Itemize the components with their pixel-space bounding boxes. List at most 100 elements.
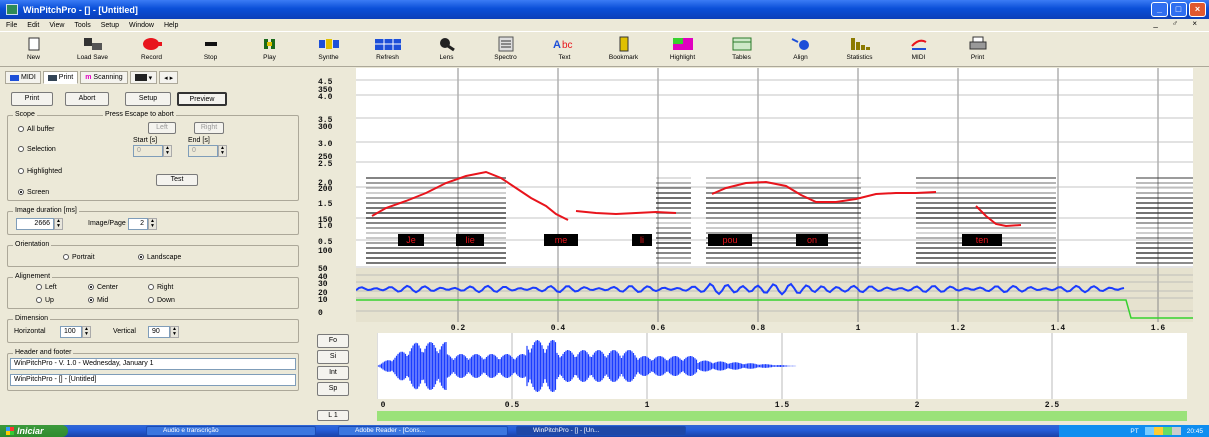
menu-window[interactable]: Window (129, 21, 154, 29)
y-axis-label: 30 (318, 280, 328, 289)
pitch-plot[interactable]: Je Iie me li pou on ten (356, 68, 1193, 322)
radio-label: Highlighted (27, 168, 63, 175)
selection-radio[interactable]: Selection (18, 146, 56, 153)
highlighted-radio[interactable]: Highlighted (18, 168, 62, 175)
radio-label: Mid (97, 297, 109, 304)
language-indicator[interactable]: PT (1130, 427, 1139, 435)
menu-help[interactable]: Help (163, 21, 179, 29)
align-mid-radio[interactable]: Mid (88, 297, 108, 304)
image-per-page-field[interactable]: 2 (128, 218, 148, 230)
horizontal-field[interactable]: 100 (60, 326, 82, 338)
y-axis-label: 3.5 (318, 116, 333, 125)
si-button[interactable]: Si (317, 350, 349, 364)
fo-button[interactable]: Fo (317, 334, 349, 348)
syllable-box[interactable] (632, 234, 652, 246)
toolbar-stop-button[interactable]: Stop (181, 32, 240, 67)
toolbar-label: MIDI (911, 54, 926, 61)
syllable-box[interactable] (544, 234, 578, 246)
toolbar-tables-button[interactable]: Tables (712, 32, 771, 67)
syllable-box[interactable] (398, 234, 424, 246)
tab-midi[interactable]: MIDI (5, 71, 41, 84)
image-duration-stepper[interactable]: ▲ ▼ (54, 218, 63, 230)
image-per-page-stepper[interactable]: ▲ ▼ (148, 218, 157, 230)
tab-print[interactable]: Print (42, 71, 79, 84)
toolbar-record-button[interactable]: Record (122, 32, 181, 67)
menu-edit[interactable]: Edit (27, 21, 40, 29)
toolbar-play-button[interactable]: Play (240, 32, 299, 67)
toolbar-highlight-button[interactable]: Highlight (653, 32, 712, 67)
start-stepper[interactable]: ▲ ▼ (163, 145, 172, 157)
minimize-button[interactable]: _ (1151, 2, 1168, 17)
toolbar-midi-button[interactable]: MIDI (889, 32, 948, 67)
align-up-radio[interactable]: Up (36, 297, 54, 304)
start-field[interactable]: 0 (133, 145, 163, 157)
syllable-box[interactable] (796, 234, 828, 246)
vertical-scrollbar[interactable] (1196, 68, 1206, 330)
vertical-field[interactable]: 90 (148, 326, 170, 338)
toolbar-statistics-button[interactable]: Statistics (830, 32, 889, 67)
toolbar-print-button[interactable]: Print (948, 32, 1007, 67)
syllable-box[interactable] (708, 234, 752, 246)
menu-tools[interactable]: Tools (74, 21, 91, 29)
int-button[interactable]: Int (317, 366, 349, 380)
menu-file[interactable]: File (6, 21, 18, 29)
test-button[interactable]: Test (156, 174, 198, 186)
screen-radio[interactable]: Screen (18, 189, 49, 196)
mdi-controls[interactable]: _ ♂ × (1153, 19, 1203, 28)
left-button[interactable]: Left (148, 122, 176, 134)
menu-setup[interactable]: Setup (100, 21, 120, 29)
tab-overflow-dropdown[interactable]: ▾ (129, 71, 158, 84)
task-winpitchpro[interactable]: WinPitchPro - [] - [Un... (516, 426, 686, 436)
horizontal-stepper[interactable]: ▲ ▼ (82, 326, 91, 338)
toolbar-synthe-button[interactable]: Synthe (299, 32, 358, 67)
pitch-curve (575, 210, 677, 216)
sp-button[interactable]: Sp (317, 382, 349, 396)
portrait-radio[interactable]: Portrait (63, 254, 95, 261)
syllable-box[interactable] (962, 234, 1002, 246)
waveform-view[interactable] (377, 333, 1187, 399)
align-down-radio[interactable]: Down (148, 297, 175, 304)
layer-button[interactable]: L 1 (317, 410, 349, 421)
waveform-x-axis-svg: 0 0.5 1 1.5 2 2.5 (381, 401, 1060, 410)
align-left-radio[interactable]: Left (36, 284, 57, 291)
abort-button[interactable]: Abort (65, 92, 109, 106)
syllable-box[interactable] (456, 234, 484, 246)
preview-button[interactable]: Preview (177, 92, 227, 106)
toolbar-refresh-button[interactable]: Refresh (358, 32, 417, 67)
vertical-stepper[interactable]: ▲ ▼ (170, 326, 179, 338)
y-axis-label: 20 (318, 289, 328, 298)
windows-logo-icon (6, 427, 14, 435)
landscape-radio[interactable]: Landscape (138, 254, 181, 261)
header-field[interactable]: WinPitchPro - V. 1.0 - Wednesday, Januar… (10, 358, 296, 370)
toolbar-new-button[interactable]: New (4, 32, 63, 67)
align-center-radio[interactable]: Center (88, 284, 118, 291)
tab-scanning[interactable]: m Scanning (80, 71, 128, 84)
print-button[interactable]: Print (11, 92, 53, 106)
end-stepper[interactable]: ▲ ▼ (218, 145, 227, 157)
tables-icon (732, 35, 752, 52)
toolbar-lens-button[interactable]: Lens (417, 32, 476, 67)
toolbar-align-button[interactable]: Align (771, 32, 830, 67)
task-audio[interactable]: Audio e transcrição (146, 426, 316, 436)
toolbar-bookmark-button[interactable]: Bookmark (594, 32, 653, 67)
right-button[interactable]: Right (194, 122, 224, 134)
toolbar-spectro-button[interactable]: Spectro (476, 32, 535, 67)
maximize-button[interactable]: □ (1170, 2, 1187, 17)
toolbar-load-save-button[interactable]: Load Save (63, 32, 122, 67)
task-adobe-reader[interactable]: Adobe Reader - [Cons... (338, 426, 508, 436)
menu-view[interactable]: View (49, 21, 65, 29)
close-button[interactable]: × (1189, 2, 1206, 17)
position-bar[interactable] (377, 411, 1187, 421)
footer-field[interactable]: WinPitchPro - [] - [Untitled] (10, 374, 296, 386)
start-button[interactable]: Iniciar (0, 425, 68, 437)
synthe-icon (318, 35, 340, 52)
end-field[interactable]: 0 (188, 145, 218, 157)
title-bar[interactable]: WinPitchPro - [] - [Untitled] _ □ × (0, 0, 1209, 19)
setup-button[interactable]: Setup (125, 92, 171, 106)
waveform-trace (377, 340, 797, 392)
all-buffer-radio[interactable]: All buffer (18, 126, 55, 133)
align-right-radio[interactable]: Right (148, 284, 173, 291)
image-duration-field[interactable]: 2666 (16, 218, 54, 230)
tab-scroll-arrows[interactable]: ◂ ▸ (159, 71, 179, 84)
